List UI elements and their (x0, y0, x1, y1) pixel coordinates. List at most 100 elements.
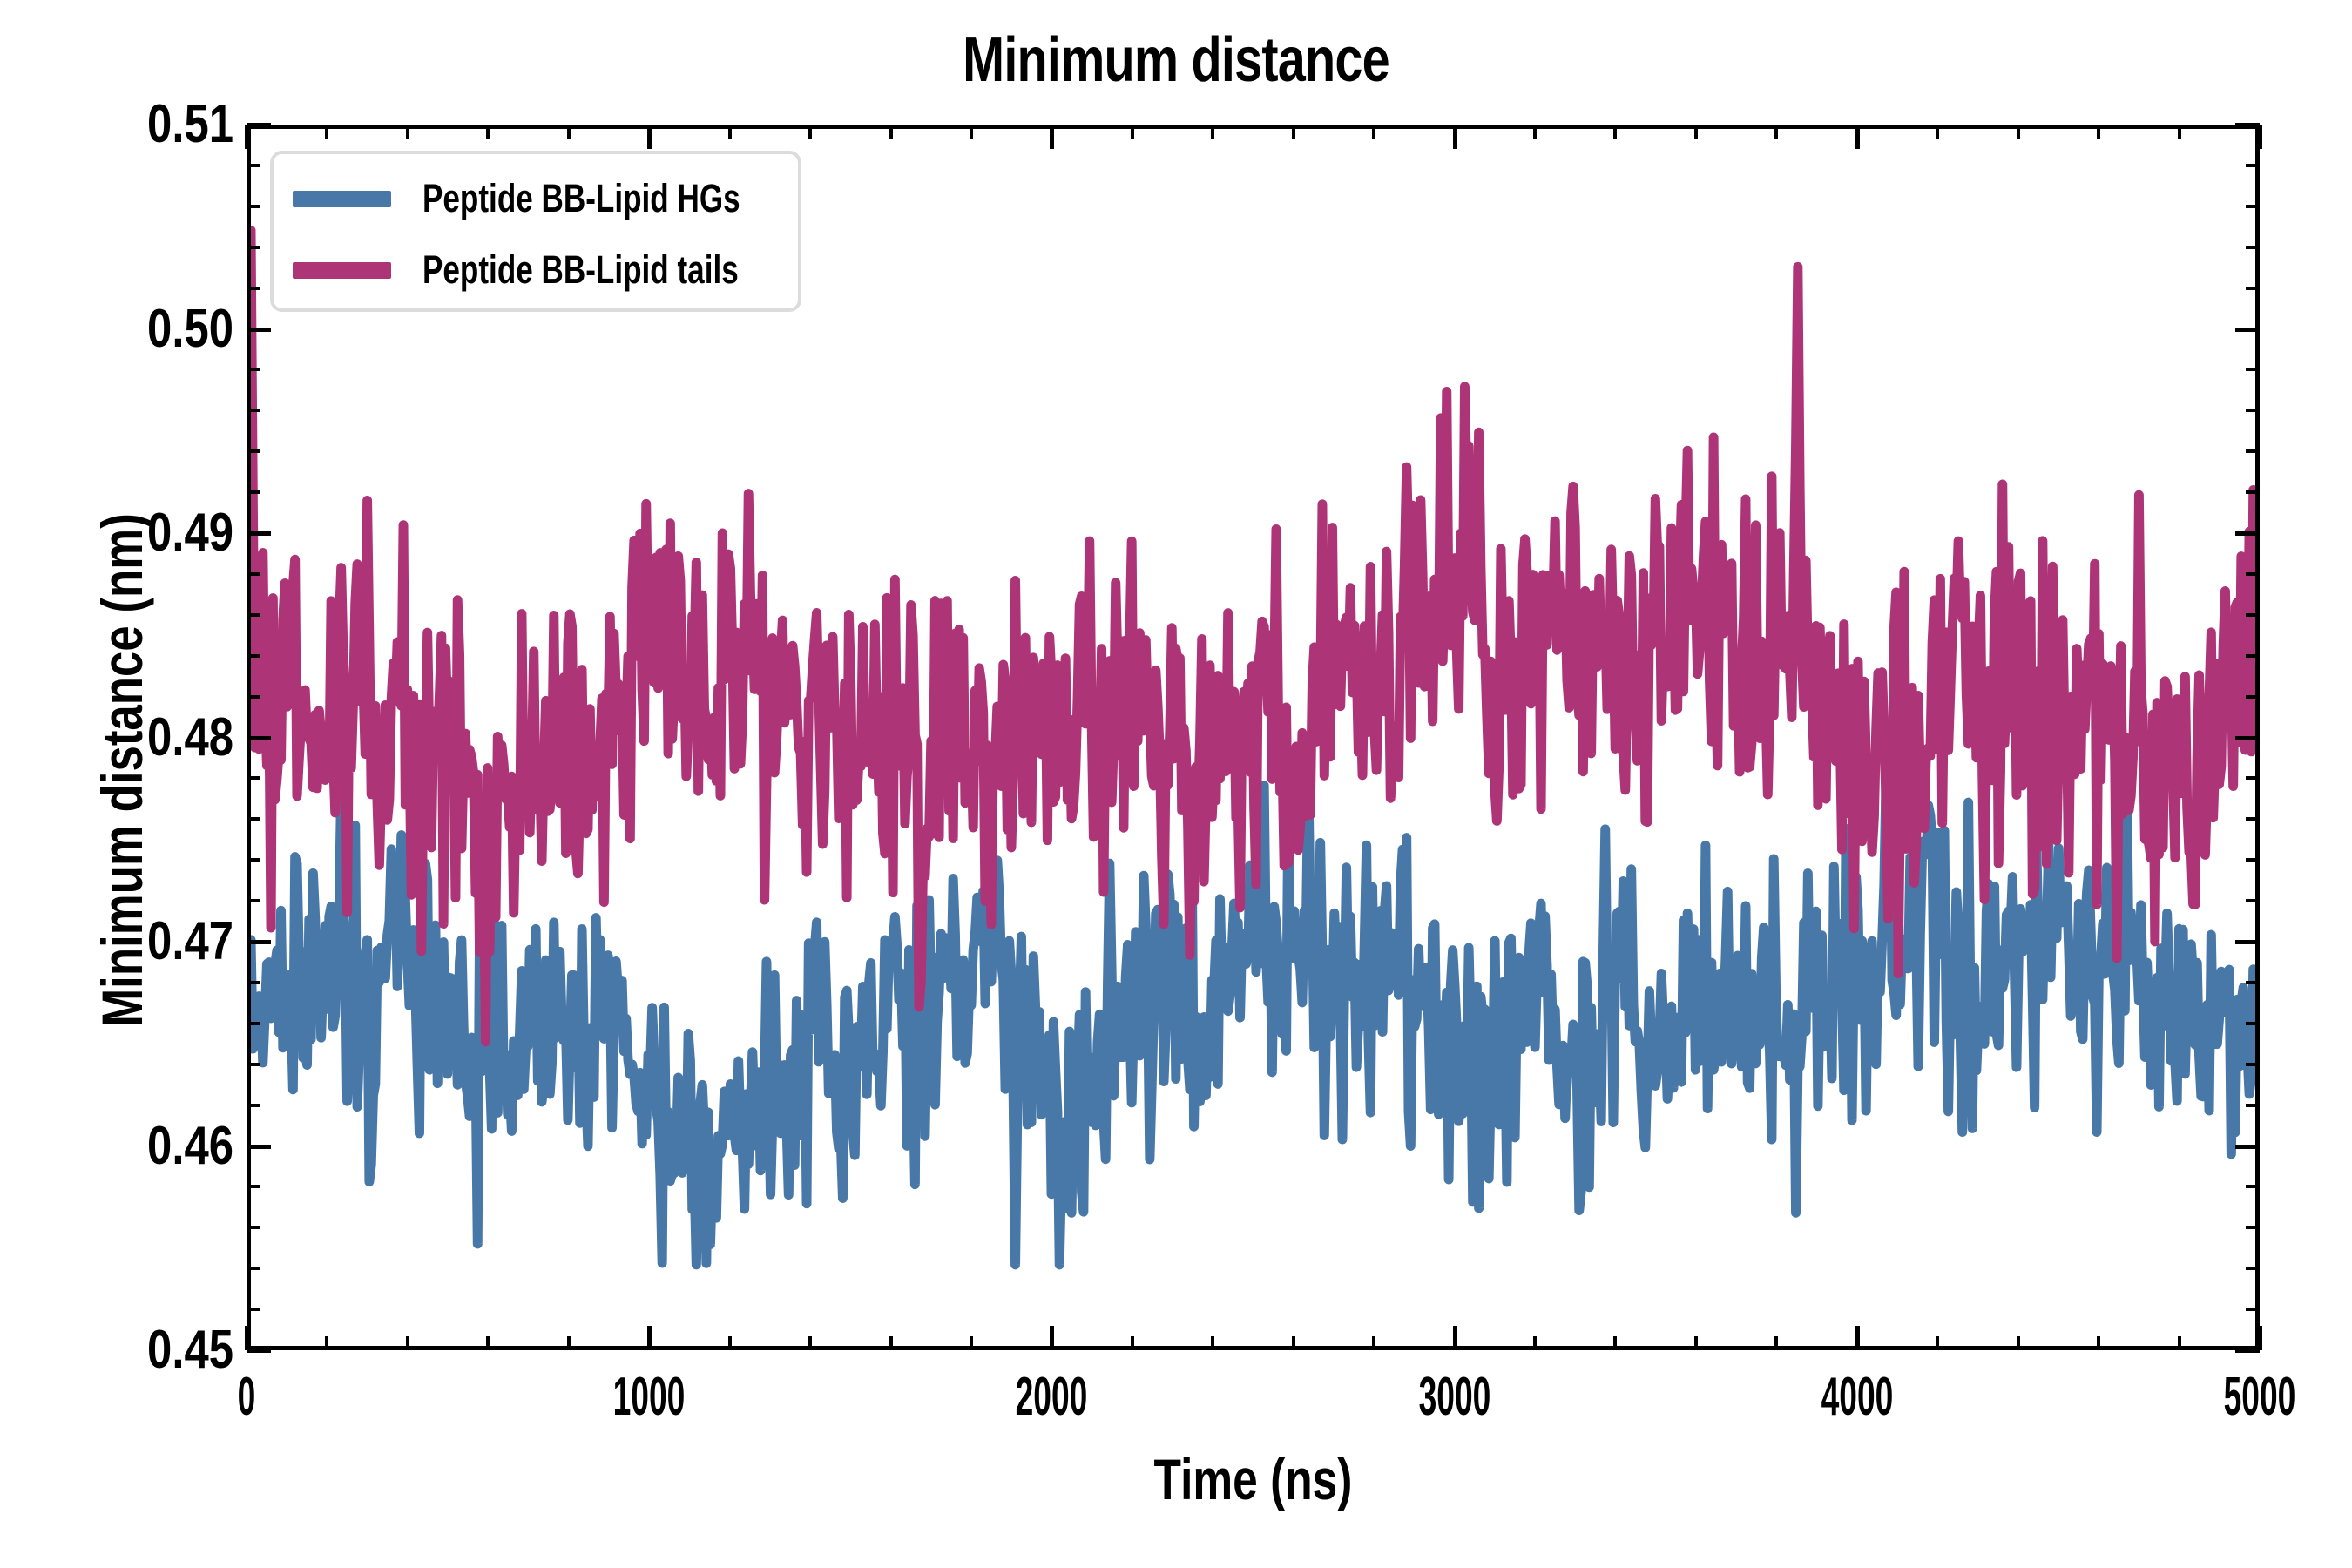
y-tick-minor (247, 245, 260, 249)
y-tick-minor-right (2246, 980, 2260, 984)
x-tick-minor (566, 1336, 571, 1350)
y-tick-major-right (2235, 1348, 2260, 1353)
x-tick-major-top (2258, 125, 2262, 149)
x-tick-minor-top (325, 125, 329, 139)
x-tick-minor-top (405, 125, 409, 139)
x-tick-label: 3000 (1418, 1367, 1490, 1427)
y-tick-minor-right (2246, 817, 2260, 821)
y-tick-minor-right (2246, 1267, 2260, 1271)
x-tick-minor (808, 1336, 813, 1350)
x-tick-minor-top (1211, 125, 1215, 139)
x-tick-label: 1000 (612, 1367, 686, 1427)
x-tick-minor-top (1613, 125, 1618, 139)
x-tick-major-top (1050, 125, 1055, 149)
x-tick-minor-top (969, 125, 973, 139)
y-tick-minor-right (2246, 899, 2260, 903)
x-tick-minor (1613, 1336, 1618, 1350)
y-tick-major (247, 940, 271, 944)
y-tick-minor-right (2246, 776, 2260, 781)
x-tick-label: 2000 (1016, 1367, 1088, 1427)
x-tick-minor-top (2016, 125, 2020, 139)
x-tick-minor (1372, 1336, 1376, 1350)
y-tick-minor (247, 1226, 260, 1230)
y-tick-minor (247, 1308, 260, 1312)
x-tick-major (2258, 1326, 2262, 1350)
y-tick-label: 0.49 (147, 503, 233, 563)
y-tick-minor (247, 1021, 260, 1025)
y-axis-title: Minimum distance (nm) (90, 513, 154, 1027)
y-tick-major-right (2235, 123, 2260, 127)
y-tick-minor-right (2246, 1062, 2260, 1066)
x-tick-major-top (1452, 125, 1457, 149)
y-tick-minor-right (2246, 409, 2260, 413)
y-tick-minor (247, 1062, 260, 1066)
x-tick-minor (1211, 1336, 1215, 1350)
y-tick-label: 0.46 (147, 1115, 233, 1176)
x-tick-major (1855, 1326, 1860, 1350)
y-tick-minor (247, 694, 260, 699)
x-tick-minor-top (889, 125, 893, 139)
y-tick-minor (247, 204, 260, 208)
x-tick-minor (969, 1336, 973, 1350)
y-tick-label: 0.51 (147, 94, 233, 154)
x-axis-title: Time (ns) (1153, 1447, 1353, 1511)
y-tick-major (247, 123, 271, 127)
x-tick-minor (1533, 1336, 1538, 1350)
x-tick-minor-top (1533, 125, 1538, 139)
x-tick-major-top (1855, 125, 1860, 149)
y-tick-label: 0.45 (147, 1320, 233, 1380)
x-tick-minor-top (486, 125, 490, 139)
legend-swatch-hgs (293, 190, 391, 207)
y-tick-major-right (2235, 531, 2260, 536)
y-tick-minor-right (2246, 286, 2260, 290)
x-tick-minor (325, 1336, 329, 1350)
y-tick-minor-right (2246, 653, 2260, 658)
y-tick-minor (247, 368, 260, 372)
y-tick-minor-right (2246, 1308, 2260, 1312)
page-title: Minimum distance (963, 25, 1389, 95)
y-tick-major-right (2235, 327, 2260, 332)
y-tick-minor-right (2246, 1021, 2260, 1025)
y-tick-minor (247, 612, 260, 617)
x-tick-major (245, 1326, 249, 1350)
y-tick-minor (247, 899, 260, 903)
x-tick-major (1050, 1326, 1055, 1350)
x-tick-major-top (245, 125, 249, 149)
plot-svg (251, 225, 2255, 1270)
y-tick-minor (247, 1185, 260, 1189)
x-tick-minor-top (727, 125, 732, 139)
y-tick-major-right (2235, 940, 2260, 944)
x-tick-minor (1130, 1336, 1134, 1350)
x-tick-minor-top (1372, 125, 1376, 139)
y-tick-minor (247, 286, 260, 290)
x-tick-minor (2016, 1336, 2020, 1350)
y-tick-minor (247, 409, 260, 413)
x-tick-label: 4000 (1821, 1367, 1894, 1427)
y-tick-minor (247, 817, 260, 821)
plot-area (247, 125, 2260, 1350)
x-tick-minor (889, 1336, 893, 1350)
y-tick-minor (247, 449, 260, 454)
y-tick-minor-right (2246, 858, 2260, 862)
x-tick-minor-top (1936, 125, 1940, 139)
x-tick-minor (1936, 1336, 1940, 1350)
y-tick-label: 0.47 (147, 911, 233, 971)
y-tick-minor-right (2246, 245, 2260, 249)
x-tick-minor-top (566, 125, 571, 139)
y-tick-major-right (2235, 735, 2260, 740)
y-tick-minor-right (2246, 490, 2260, 495)
legend-item-tails[interactable]: Peptide BB-Lipid tails (293, 247, 828, 292)
x-tick-minor-top (1130, 125, 1134, 139)
y-tick-minor-right (2246, 1226, 2260, 1230)
y-tick-minor-right (2246, 204, 2260, 208)
y-tick-minor (247, 776, 260, 781)
x-tick-minor-top (1774, 125, 1779, 139)
y-tick-minor-right (2246, 1185, 2260, 1189)
y-tick-minor (247, 858, 260, 862)
legend-item-hgs[interactable]: Peptide BB-Lipid HGs (293, 176, 830, 220)
y-tick-label: 0.48 (147, 706, 233, 767)
y-tick-minor-right (2246, 449, 2260, 454)
x-tick-minor (727, 1336, 732, 1350)
series-line-peptide-bb-lipid-hgs (251, 767, 2255, 1270)
